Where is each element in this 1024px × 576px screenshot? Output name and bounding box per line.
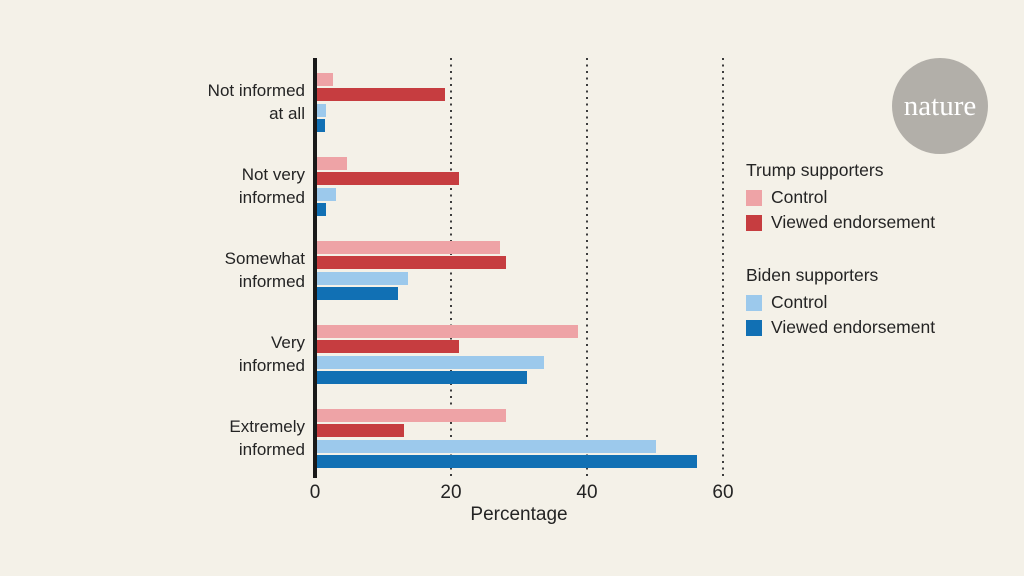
bar <box>317 119 325 132</box>
legend-item-label: Viewed endorsement <box>771 212 936 232</box>
x-tick-label: 0 <box>309 482 321 503</box>
legend-item-label: Control <box>771 292 828 312</box>
legend-swatch-icon <box>746 214 762 231</box>
legend-group-title: Trump supporters <box>746 160 884 180</box>
category-label: Somewhat informed <box>224 249 305 291</box>
bar <box>317 157 347 170</box>
category-label: Not informed at all <box>207 81 305 123</box>
legend-group-title: Biden supporters <box>746 265 879 285</box>
bar <box>317 424 404 437</box>
bar <box>317 287 398 300</box>
bar <box>317 272 408 285</box>
legend-item: Control <box>746 185 935 210</box>
nature-logo-text: nature <box>903 89 977 122</box>
x-tick-label: 40 <box>576 482 598 503</box>
bar <box>317 256 506 269</box>
legend: Trump supporters Control Viewed endorsemen… <box>746 158 935 340</box>
bar <box>317 440 656 453</box>
bar <box>317 409 506 422</box>
bar <box>317 371 527 384</box>
bar <box>317 172 459 185</box>
legend-item-label: Viewed endorsement <box>771 317 936 337</box>
legend-item: Viewed endorsement <box>746 315 935 340</box>
legend-group: Biden supporters Control Viewed endorsemen… <box>746 263 935 340</box>
nature-logo: nature <box>892 58 988 154</box>
bar <box>317 356 544 369</box>
legend-swatch-icon <box>746 319 762 336</box>
legend-item: Viewed endorsement <box>746 210 935 235</box>
category-label: Very informed <box>238 333 305 375</box>
category-label: Extremely informed <box>229 417 305 459</box>
bar <box>317 455 697 468</box>
x-axis-title: Percentage <box>470 504 568 525</box>
gridline-60 <box>722 58 724 476</box>
legend-item-label: Control <box>771 187 828 207</box>
x-tick-label: 20 <box>440 482 462 503</box>
bar <box>317 88 445 101</box>
legend-item: Control <box>746 290 935 315</box>
bar <box>317 340 459 353</box>
bar <box>317 73 333 86</box>
legend-group: Trump supporters Control Viewed endorsemen… <box>746 158 935 235</box>
category-label: Not very informed <box>238 165 305 207</box>
bar <box>317 104 326 117</box>
bar <box>317 203 326 216</box>
bar <box>317 325 578 338</box>
legend-swatch-icon <box>746 189 762 206</box>
bar <box>317 188 336 201</box>
bar <box>317 241 500 254</box>
x-tick-label: 60 <box>712 482 734 503</box>
y-axis-line <box>313 58 317 478</box>
gridline-40 <box>586 58 588 476</box>
legend-swatch-icon <box>746 294 762 311</box>
